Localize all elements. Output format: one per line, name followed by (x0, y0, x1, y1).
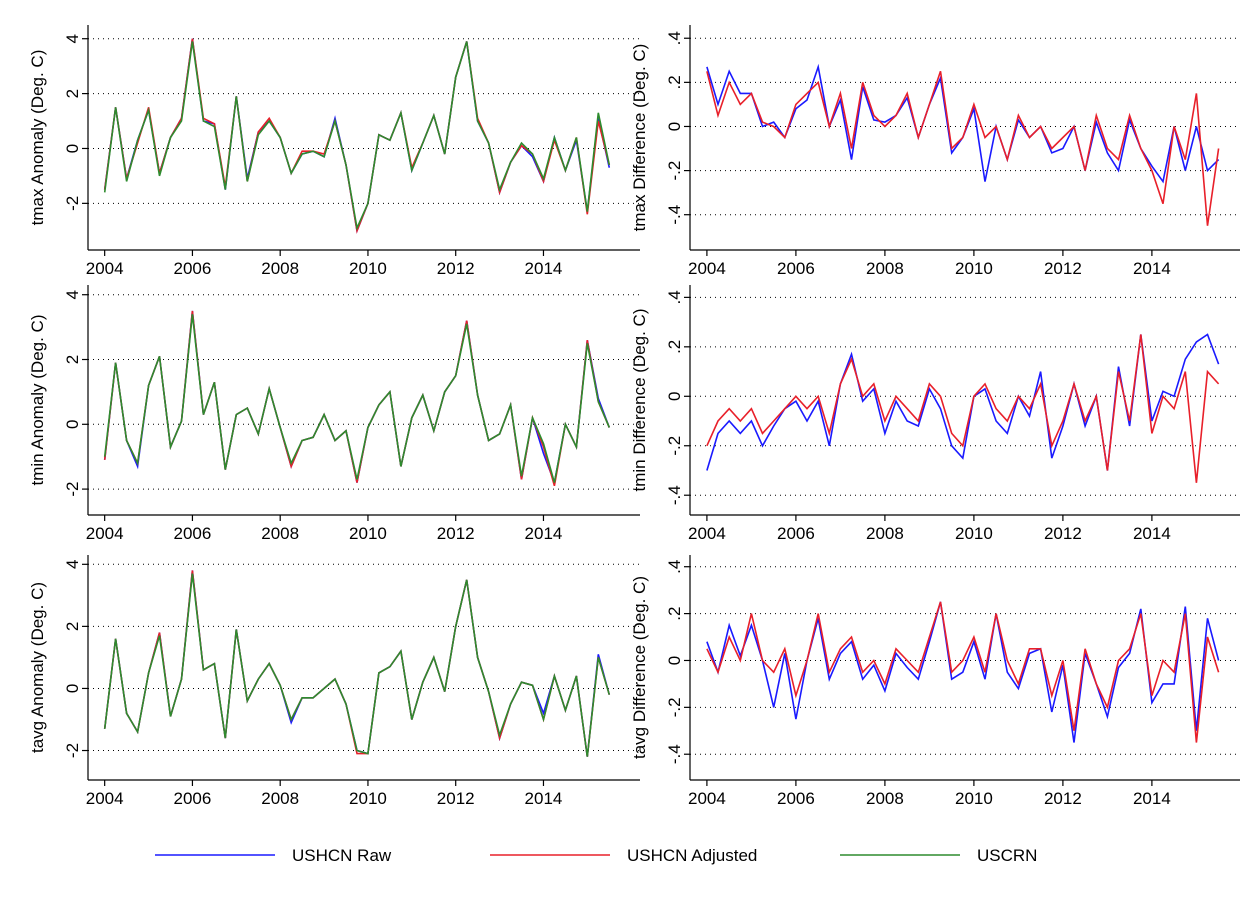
x-tick-label: 2006 (777, 524, 815, 543)
y-tick-label: .4 (665, 31, 684, 45)
y-tick-label: 4 (63, 560, 82, 569)
y-tick-label: -.2 (665, 436, 684, 456)
series-line (706, 63, 1220, 184)
series-line (103, 573, 611, 757)
y-axis-title: tmin Anomaly (Deg. C) (28, 315, 47, 486)
series-line (103, 41, 611, 231)
x-tick-label: 2008 (261, 789, 299, 808)
series-line (706, 334, 1220, 483)
y-tick-label: 0 (665, 656, 684, 665)
y-tick-label: -.4 (665, 744, 684, 764)
series-line (706, 601, 1220, 743)
y-axis-title: tmin Difference (Deg. C) (630, 309, 649, 492)
x-tick-label: 2008 (866, 259, 904, 278)
x-tick-label: 2012 (437, 524, 475, 543)
legend-label: USCRN (977, 846, 1037, 865)
y-tick-label: 0 (665, 122, 684, 131)
x-tick-label: 2012 (1044, 524, 1082, 543)
x-tick-label: 2012 (437, 789, 475, 808)
series-line (103, 314, 611, 483)
y-axis-title: tavg Difference (Deg. C) (630, 576, 649, 759)
x-tick-label: 2010 (955, 789, 993, 808)
y-tick-label: 2 (63, 355, 82, 364)
y-tick-label: .2 (665, 75, 684, 89)
x-tick-label: 2004 (688, 789, 726, 808)
x-tick-label: 2014 (525, 789, 563, 808)
y-tick-label: -2 (63, 482, 82, 497)
legend-label: USHCN Raw (292, 846, 392, 865)
y-tick-label: -2 (63, 196, 82, 211)
x-tick-label: 2012 (1044, 259, 1082, 278)
x-tick-label: 2004 (688, 259, 726, 278)
y-tick-label: 0 (665, 392, 684, 401)
x-tick-label: 2008 (261, 259, 299, 278)
x-tick-label: 2010 (955, 259, 993, 278)
x-tick-label: 2012 (437, 259, 475, 278)
x-tick-label: 2004 (86, 524, 124, 543)
y-tick-label: 0 (63, 684, 82, 693)
y-tick-label: -.2 (665, 697, 684, 717)
y-tick-label: -.4 (665, 205, 684, 225)
series-line (706, 333, 1220, 471)
series-line (103, 570, 611, 757)
x-tick-label: 2010 (349, 524, 387, 543)
series-line (103, 38, 611, 234)
y-tick-label: .2 (665, 607, 684, 621)
x-tick-label: 2014 (1133, 259, 1171, 278)
x-tick-label: 2004 (86, 789, 124, 808)
series-line (103, 570, 611, 757)
y-axis-title: tmax Difference (Deg. C) (630, 44, 649, 232)
y-tick-label: -.2 (665, 161, 684, 181)
x-tick-label: 2010 (349, 789, 387, 808)
y-tick-label: 0 (63, 144, 82, 153)
legend-label: USHCN Adjusted (627, 846, 757, 865)
x-tick-label: 2012 (1044, 789, 1082, 808)
y-tick-label: 2 (63, 89, 82, 98)
x-tick-label: 2010 (349, 259, 387, 278)
y-tick-label: -.4 (665, 485, 684, 505)
y-tick-label: 0 (63, 420, 82, 429)
series-line (103, 310, 611, 486)
x-tick-label: 2010 (955, 524, 993, 543)
x-tick-label: 2008 (866, 789, 904, 808)
x-tick-label: 2014 (1133, 524, 1171, 543)
x-tick-label: 2004 (688, 524, 726, 543)
x-tick-label: 2008 (261, 524, 299, 543)
x-tick-label: 2014 (525, 524, 563, 543)
series-line (706, 71, 1220, 226)
x-tick-label: 2006 (174, 524, 212, 543)
x-tick-label: 2004 (86, 259, 124, 278)
x-tick-label: 2006 (777, 789, 815, 808)
series-line (103, 38, 611, 234)
y-tick-label: .4 (665, 560, 684, 574)
x-tick-label: 2014 (525, 259, 563, 278)
x-tick-label: 2006 (777, 259, 815, 278)
y-tick-label: 4 (63, 290, 82, 299)
y-tick-label: 4 (63, 34, 82, 43)
y-axis-title: tavg Anomaly (Deg. C) (28, 582, 47, 753)
y-tick-label: -2 (63, 743, 82, 758)
y-tick-label: .2 (665, 340, 684, 354)
x-tick-label: 2006 (174, 259, 212, 278)
series-line (103, 310, 611, 487)
y-axis-title: tmax Anomaly (Deg. C) (28, 50, 47, 226)
x-tick-label: 2014 (1133, 789, 1171, 808)
x-tick-label: 2008 (866, 524, 904, 543)
y-tick-label: .4 (665, 290, 684, 304)
x-tick-label: 2006 (174, 789, 212, 808)
y-tick-label: 2 (63, 622, 82, 631)
